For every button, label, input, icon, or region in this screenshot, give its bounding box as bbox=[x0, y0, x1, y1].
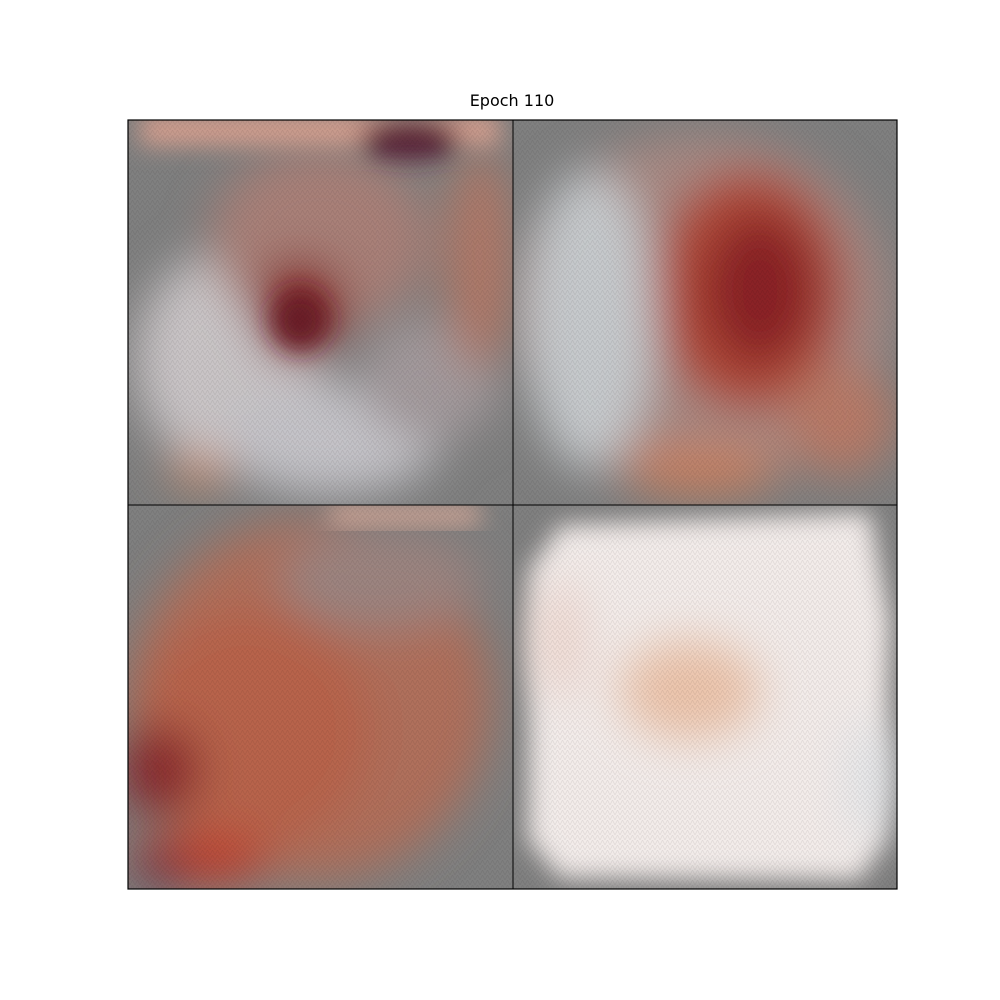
figure-title: Epoch 110 bbox=[470, 91, 555, 110]
grid-separators bbox=[128, 120, 897, 889]
axes-frame bbox=[127, 119, 898, 890]
